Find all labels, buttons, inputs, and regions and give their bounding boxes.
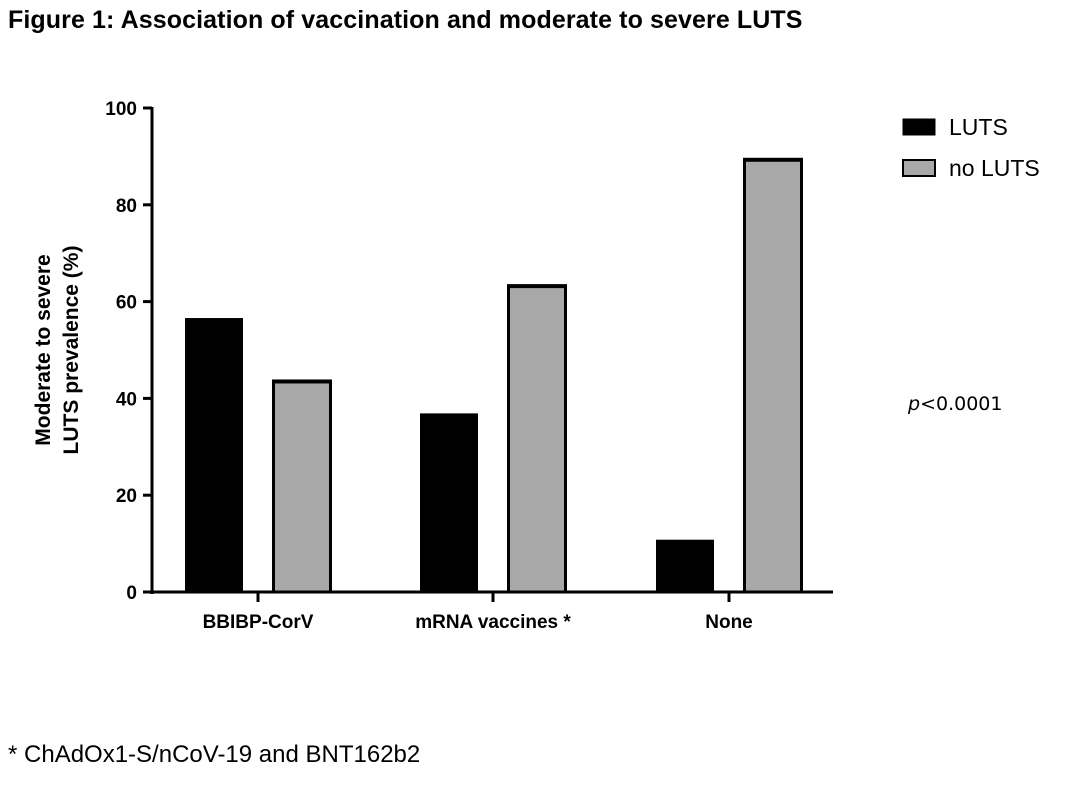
bar-top-cap bbox=[743, 157, 803, 162]
legend-label-luts: LUTS bbox=[949, 114, 1008, 140]
legend-swatch-luts bbox=[902, 118, 936, 136]
x-category-label-1: mRNA vaccines * bbox=[415, 612, 571, 633]
bar-no-luts-mrna-vaccines bbox=[507, 284, 567, 594]
bar-no-luts-none bbox=[743, 158, 803, 594]
y-axis-label-line-2: LUTS prevalence (%) bbox=[60, 246, 83, 455]
bar-top-cap bbox=[272, 379, 332, 384]
y-axis-label-line-1: Moderate to severe bbox=[32, 254, 55, 445]
footnote: * ChAdOx1-S/nCoV-19 and BNT162b2 bbox=[8, 741, 421, 768]
bar-luts-bbibp-corv bbox=[185, 318, 243, 593]
y-tick-label-20: 20 bbox=[116, 486, 137, 507]
bar-luts-mrna-vaccines bbox=[420, 413, 478, 593]
bar-top-cap bbox=[507, 284, 567, 289]
legend-label-no-luts: no LUTS bbox=[949, 155, 1040, 181]
x-category-label-0: BBIBP-CorV bbox=[203, 612, 314, 633]
p-value-text: <0.0001 bbox=[920, 393, 1003, 415]
y-tick-label-80: 80 bbox=[116, 196, 137, 217]
bar-luts-none bbox=[656, 539, 714, 593]
legend: LUTS no LUTS bbox=[902, 114, 1040, 181]
bar-no-luts-bbibp-corv bbox=[272, 379, 332, 594]
y-tick-label-40: 40 bbox=[116, 389, 137, 410]
axes-layer: 0 20 40 60 80 100 BBIBP-CorV mRNA vaccines * Non… bbox=[105, 99, 833, 633]
y-tick-label-0: 0 bbox=[126, 583, 137, 604]
bars-layer bbox=[185, 157, 803, 594]
legend-swatch-no-luts bbox=[902, 159, 936, 177]
figure-title: Figure 1: Association of vaccination and… bbox=[8, 6, 803, 34]
x-category-label-2: None bbox=[705, 612, 753, 633]
y-tick-label-100: 100 bbox=[105, 99, 137, 120]
p-value-letter: p bbox=[908, 393, 921, 415]
p-value-annotation: p<0.0001 bbox=[908, 393, 1002, 415]
y-tick-label-60: 60 bbox=[116, 293, 137, 314]
